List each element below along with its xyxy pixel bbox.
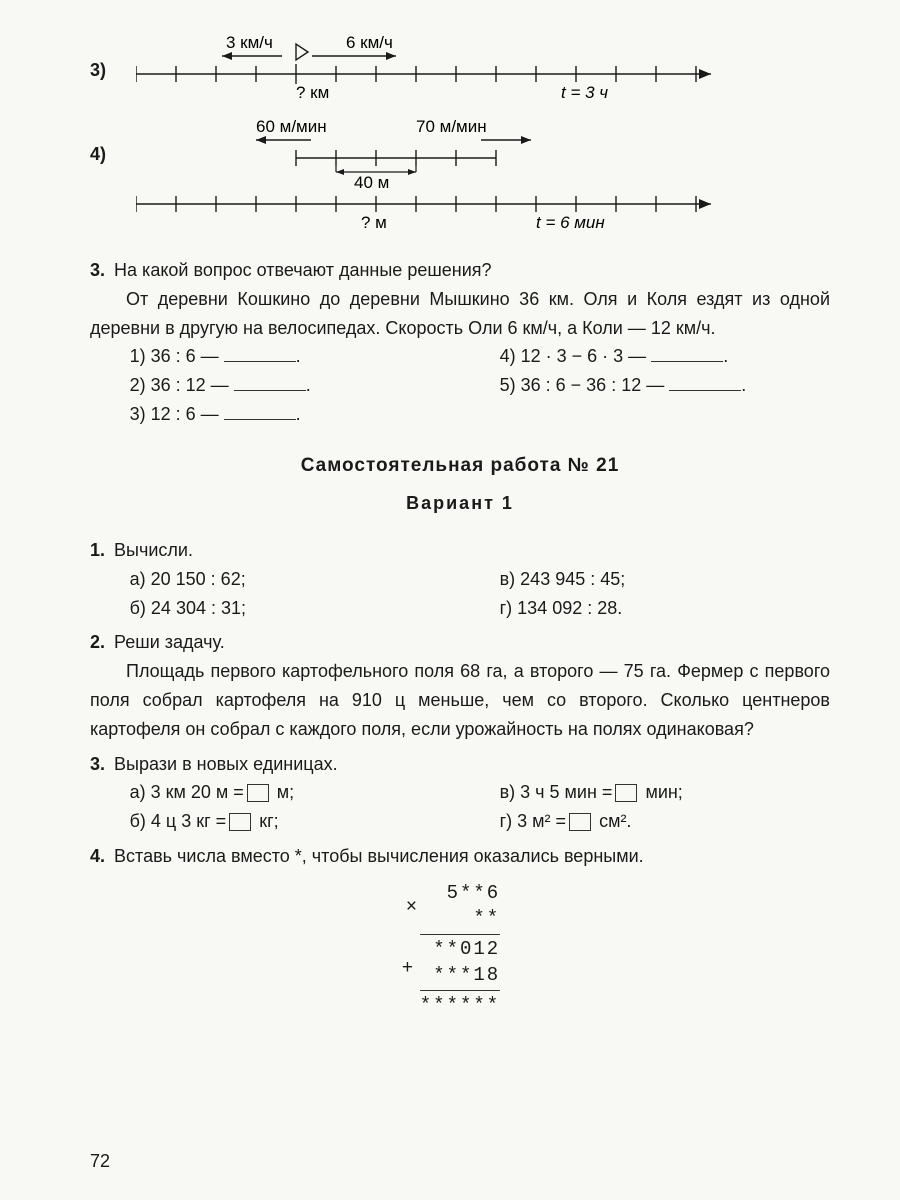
t3-l1n: 1) [130,346,146,366]
w3-l1: а) 3 км 20 м = м; [90,778,460,807]
task-3-num: 3. [90,260,105,280]
w1-r2n: г) [500,598,513,618]
calc-column: × 5**6 ** + **012 ***18 ****** [420,881,500,1019]
task-3-text: От деревни Кошкино до деревни Мышкино 36… [90,285,830,343]
calc-l2: ** [420,906,500,932]
w1-l2e: 24 304 : 31; [151,598,246,618]
d4-time: t = 6 мин [536,213,605,232]
diagram-3-svg: 3 км/ч 6 км/ч ? км [136,30,830,108]
plus-sign: + [402,956,415,982]
w2-q: Реши задачу. [114,632,225,652]
t3-l1e: 36 : 6 — [151,346,224,366]
t3-r1n: 4) [500,346,516,366]
w1-r2e: 134 092 : 28. [517,598,622,618]
d3-speed-right: 6 км/ч [346,33,393,52]
blank[interactable] [651,346,723,362]
w3: 3. Вырази в новых единицах. а) 3 км 20 м… [90,750,830,836]
w1-l2n: б) [130,598,146,618]
calc-l3: **012 [420,937,500,963]
w1: 1. Вычисли. а) 20 150 : 62; б) 24 304 : … [90,536,830,622]
d4-speed-left: 60 м/мин [256,117,327,136]
d4-distance: 40 м [354,173,389,192]
task-3-items: 1) 36 : 6 — . 2) 36 : 12 — . 3) 12 : 6 —… [90,342,830,428]
multiply-sign: × [406,895,419,921]
diagram-4-label: 4) [90,114,126,169]
diagram-3: 3) 3 км/ч 6 км/ч [90,30,830,108]
diagram-4: 4) 60 м/мин 70 м/мин 40 м [90,114,830,232]
answer-box[interactable] [569,813,591,831]
w4: 4. Вставь числа вместо *, чтобы вычислен… [90,842,830,1019]
t3-l3n: 3) [130,404,146,424]
t3-r2n: 5) [500,375,516,395]
blank[interactable] [224,404,296,420]
w3-num: 3. [90,754,105,774]
calc-l1: 5**6 [420,881,500,907]
w3-r2: г) 3 м² = см². [460,807,830,836]
answer-box[interactable] [229,813,251,831]
calc-l5: ****** [420,993,500,1019]
answer-box[interactable] [247,784,269,802]
w1-l1e: 20 150 : 62; [151,569,246,589]
page-number: 72 [90,1147,110,1176]
t3-l3e: 12 : 6 — [151,404,224,424]
calc-l4: ***18 [420,963,500,989]
d4-question: ? м [361,213,387,232]
w1-l1n: а) [130,569,146,589]
w3-q: Вырази в новых единицах. [114,754,338,774]
blank[interactable] [669,375,741,391]
w1-r1n: в) [500,569,516,589]
w1-num: 1. [90,540,105,560]
diagrams: 3) 3 км/ч 6 км/ч [90,30,830,232]
t3-r2e: 36 : 6 − 36 : 12 — [521,375,670,395]
d3-time: t = 3 ч [561,83,608,102]
task-3: 3. На какой вопрос отвечают данные решен… [90,256,830,429]
w4-q: Вставь числа вместо *, чтобы вычисления … [114,846,644,866]
w2: 2. Реши задачу. Площадь первого картофел… [90,628,830,743]
worksheet-variant: Вариант 1 [90,489,830,518]
blank[interactable] [224,346,296,362]
w2-num: 2. [90,632,105,652]
d4-speed-right: 70 м/мин [416,117,487,136]
w1-q: Вычисли. [114,540,193,560]
w3-r1: в) 3 ч 5 мин = мин; [460,778,830,807]
diagram-3-label: 3) [90,30,126,85]
d3-question: ? км [296,83,329,102]
w3-l2: б) 4 ц 3 кг = кг; [90,807,460,836]
answer-box[interactable] [615,784,637,802]
blank[interactable] [234,375,306,391]
d3-speed-left: 3 км/ч [226,33,273,52]
t3-l2n: 2) [130,375,146,395]
task-3-q: На какой вопрос отвечают данные решения? [114,260,492,280]
diagram-4-svg: 60 м/мин 70 м/мин 40 м [136,114,830,232]
worksheet-title: Самостоятельная работа № 21 [90,451,830,481]
w1-r1e: 243 945 : 45; [520,569,625,589]
t3-l2e: 36 : 12 — [151,375,234,395]
t3-r1e: 12 · 3 − 6 · 3 — [521,346,652,366]
w4-num: 4. [90,846,105,866]
w2-text: Площадь первого картофельного поля 68 га… [90,657,830,743]
